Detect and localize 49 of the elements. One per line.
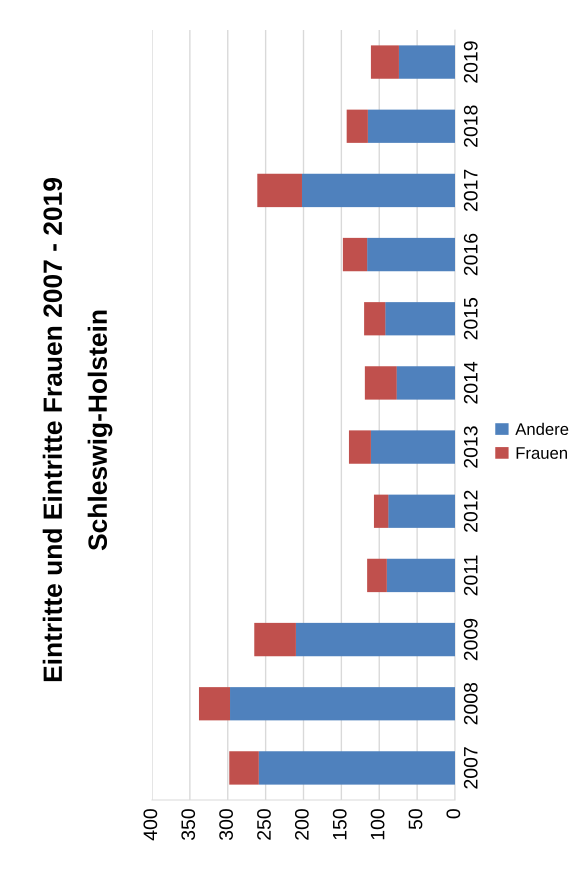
x-tick-label: 50 xyxy=(408,809,422,830)
bar xyxy=(296,622,455,656)
bar xyxy=(396,366,455,400)
y-tick-label: 2007 xyxy=(464,747,478,789)
y-tick-label: 2014 xyxy=(464,362,478,404)
bar xyxy=(302,174,455,208)
bar xyxy=(370,430,455,464)
y-tick-label: 2008 xyxy=(464,682,478,724)
y-tick-label: 2011 xyxy=(464,555,478,596)
bar xyxy=(346,110,368,143)
bar xyxy=(368,110,455,143)
bar xyxy=(388,494,455,528)
bar xyxy=(398,45,455,79)
bar xyxy=(367,558,387,592)
legend-label: Frauen xyxy=(516,447,567,459)
x-tick-label: 100 xyxy=(370,809,384,840)
y-tick-label: 2012 xyxy=(464,490,478,532)
y-tick-label: 2019 xyxy=(464,41,478,83)
bar xyxy=(254,622,296,656)
bar xyxy=(230,687,455,720)
y-tick-label: 2018 xyxy=(464,105,478,147)
x-tick-label: 400 xyxy=(143,809,158,840)
x-tick-label: 0 xyxy=(446,809,460,818)
bar xyxy=(364,302,386,336)
bar xyxy=(257,174,302,208)
bar xyxy=(342,238,368,272)
y-tick-label: 2016 xyxy=(464,234,478,276)
y-tick-label: 2017 xyxy=(464,170,478,212)
y-tick-label: 2013 xyxy=(464,426,478,468)
bar xyxy=(348,430,371,464)
bar xyxy=(370,45,399,79)
y-tick-label: 2015 xyxy=(464,298,478,340)
bar xyxy=(258,751,455,785)
x-tick-label: 200 xyxy=(294,809,309,840)
bar xyxy=(385,302,455,336)
bar xyxy=(367,238,455,272)
x-tick-label: 150 xyxy=(332,809,347,840)
x-tick-label: 350 xyxy=(181,809,196,840)
bar xyxy=(198,687,230,720)
x-tick-label: 250 xyxy=(257,809,271,840)
bar xyxy=(374,494,388,528)
x-tick-label: 300 xyxy=(219,809,233,840)
legend-label: Andere xyxy=(515,422,568,436)
y-tick-label: 2009 xyxy=(464,618,478,660)
bar xyxy=(229,751,259,785)
bar xyxy=(364,366,397,400)
text: Eintritte und Eintritte Frauen 2007 - 2019 xyxy=(42,178,62,682)
bar xyxy=(386,558,455,592)
text: Schleswig-Holstein xyxy=(88,310,112,550)
